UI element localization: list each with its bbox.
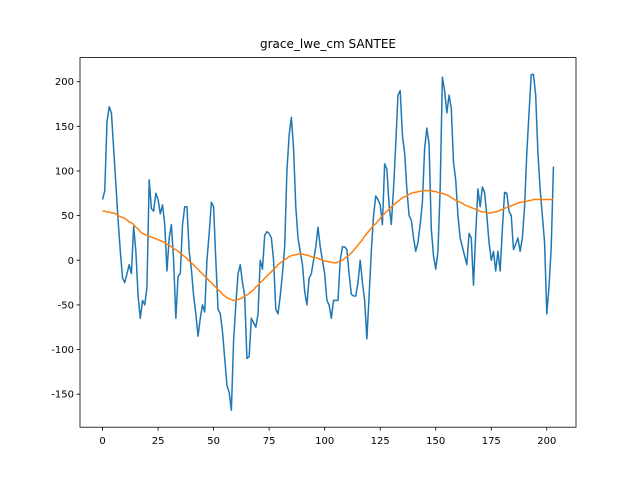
x-tick-label: 150 <box>426 436 445 447</box>
plot-frame <box>79 57 577 428</box>
x-tick-label: 25 <box>152 436 165 447</box>
x-tick-label: 200 <box>537 436 556 447</box>
x-tick-label: 75 <box>263 436 276 447</box>
y-tick-label: 100 <box>55 166 74 177</box>
x-tick-label: 175 <box>482 436 501 447</box>
x-tick-label: 100 <box>315 436 334 447</box>
x-tick-label: 0 <box>99 436 105 447</box>
y-tick-label: -150 <box>51 390 74 401</box>
y-tick-label: 50 <box>61 211 74 222</box>
data-line <box>102 189 554 302</box>
y-tick-label: 200 <box>55 77 74 88</box>
y-tick-label: -100 <box>51 345 74 356</box>
chart-title: grace_lwe_cm SANTEE <box>260 37 396 51</box>
y-tick-label: 0 <box>68 256 74 267</box>
x-tick-label: 125 <box>371 436 390 447</box>
x-tick-label: 50 <box>207 436 220 447</box>
data-line <box>101 73 555 411</box>
y-tick-label: -50 <box>58 300 74 311</box>
y-tick-label: 150 <box>55 122 74 133</box>
